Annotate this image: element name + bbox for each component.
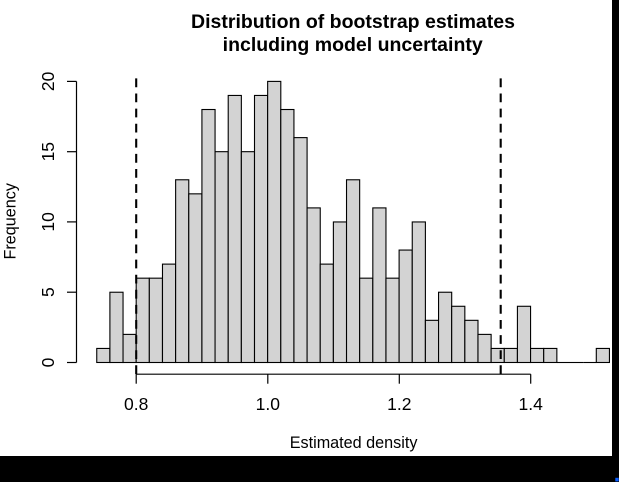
svg-text:15: 15 — [38, 142, 58, 161]
svg-text:1.0: 1.0 — [256, 394, 281, 414]
svg-text:1.4: 1.4 — [519, 394, 544, 414]
svg-text:including model uncertainty: including model uncertainty — [223, 34, 483, 56]
svg-text:1.2: 1.2 — [387, 394, 411, 414]
svg-text:0: 0 — [38, 357, 58, 367]
svg-text:0.8: 0.8 — [124, 394, 148, 414]
svg-text:Frequency: Frequency — [2, 182, 20, 259]
svg-text:5: 5 — [38, 287, 58, 297]
svg-text:10: 10 — [38, 212, 58, 232]
svg-text:20: 20 — [38, 71, 58, 91]
svg-text:Estimated density: Estimated density — [290, 434, 419, 452]
svg-text:Distribution of bootstrap esti: Distribution of bootstrap estimates — [191, 11, 515, 33]
